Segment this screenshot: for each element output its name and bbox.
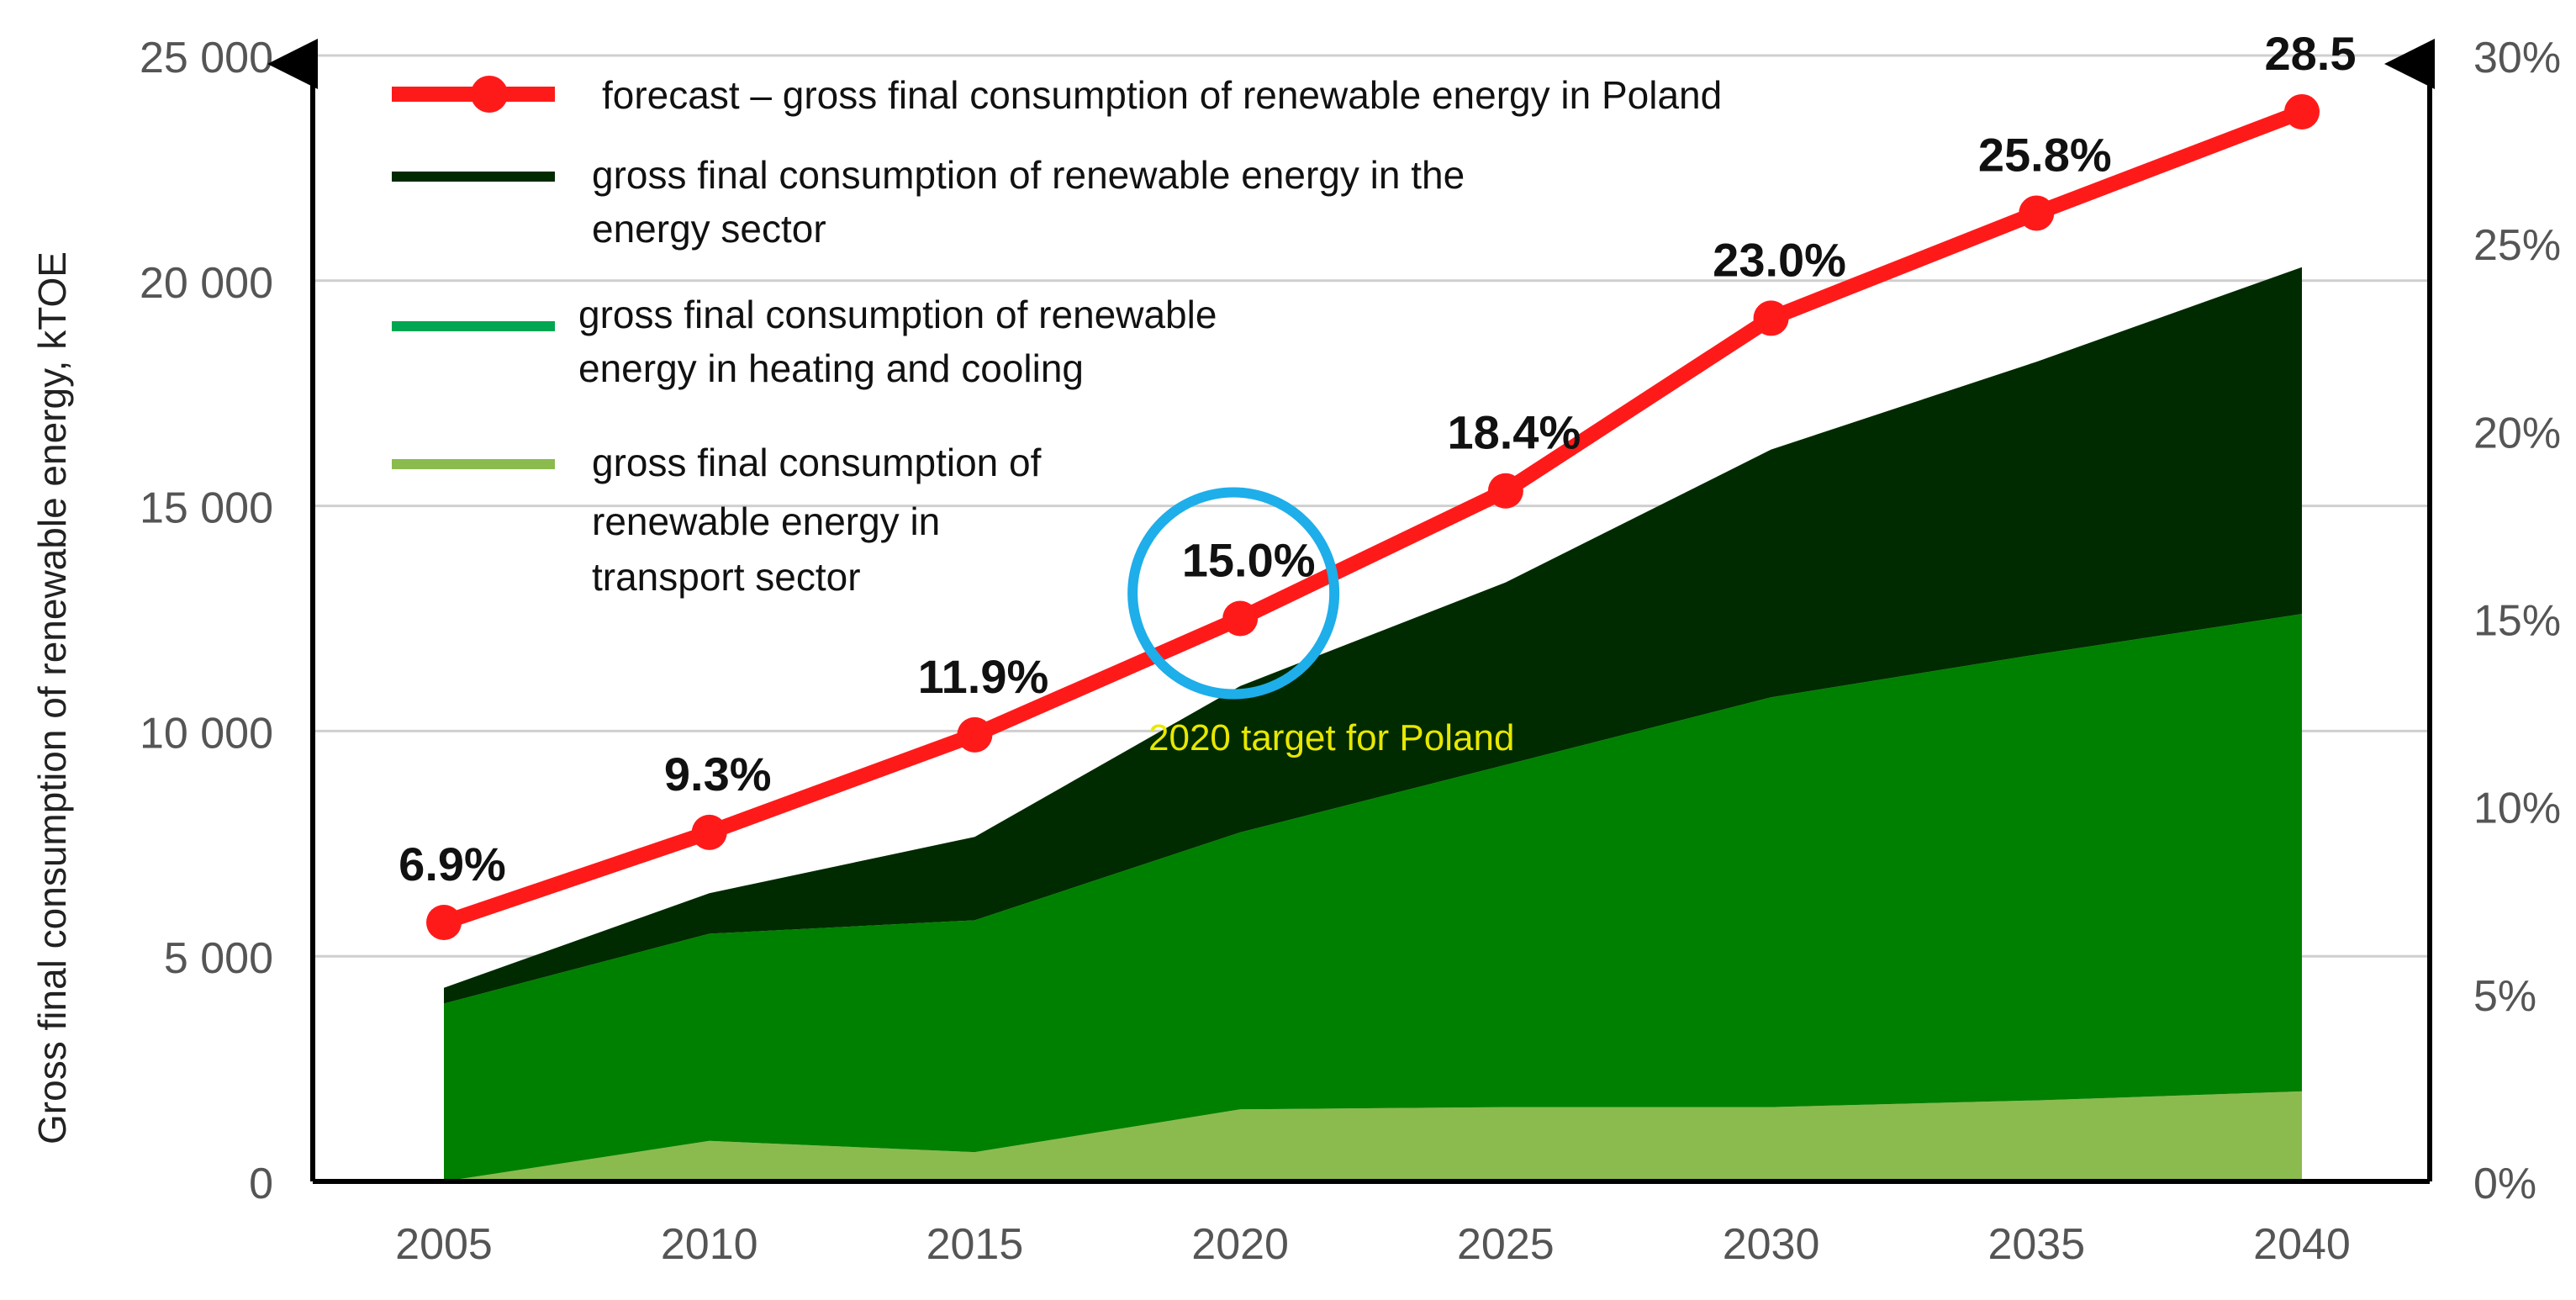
legend-label: gross final consumption of [592,441,1042,484]
x-tick-label: 2040 [2253,1220,2351,1269]
forecast-point [1753,300,1789,336]
x-tick-label: 2010 [661,1220,758,1269]
forecast-point [2284,93,2320,129]
legend-label: transport sector [592,555,861,599]
legend-label: renewable energy in [592,499,940,543]
legend-label: gross final consumption of renewable [578,293,1217,336]
x-tick-label: 2020 [1191,1220,1289,1269]
y2-tick-label: 0% [2473,1160,2536,1208]
data-label: 18.4% [1447,406,1581,459]
x-tick-label: 2035 [1987,1220,2085,1269]
data-label: 28.5 [2265,27,2357,80]
forecast-point [691,814,727,850]
x-tick-label: 2005 [395,1220,493,1269]
area-series-3 [444,267,2302,1004]
data-label: 15.0% [1182,534,1316,587]
legend-label: gross final consumption of renewable ene… [592,153,1465,197]
legend-label: energy in heating and cooling [578,346,1084,390]
target-circle [1127,487,1340,700]
data-label: 11.9% [918,650,1049,703]
legend-label: forecast – gross final consumption of re… [602,73,1722,117]
y2-tick-label: 25% [2473,221,2561,270]
legend-label: energy sector [592,207,826,251]
axes: 0 5 000 10 000 15 000 20 000 25 000 0% 5% 10% 15%… [140,34,2561,1269]
y-tick-label: 0 [249,1160,273,1208]
x-tick-label: 2015 [926,1220,1024,1269]
data-label: 6.9% [399,838,506,890]
forecast-point [426,905,462,941]
y-axis-title: Gross final consumption of renewable ene… [30,251,74,1144]
y2-tick-label: 30% [2473,34,2561,82]
data-label: 25.8% [1978,128,2112,181]
legend: forecast – gross final consumption of re… [392,73,1722,599]
y2-tick-label: 20% [2473,409,2561,457]
y-tick-label: 25 000 [140,34,273,82]
forecast-line-layer: 6.9% 9.3% 11.9% 15.0% 18.4% 23.0% 25.8% 28.5 [399,27,2357,941]
y2-tick-label: 5% [2473,972,2536,1021]
area-series-1 [444,1091,2302,1181]
data-label: 23.0% [1713,233,1846,286]
x-tick-label: 2030 [1723,1220,1820,1269]
annotation-text: 2020 target for Poland [1148,717,1514,758]
data-label: 9.3% [664,748,772,801]
forecast-line [436,103,2309,931]
forecast-point [957,716,993,753]
forecast-point [1222,600,1259,637]
annotation-layer: 2020 target for Poland [1127,487,1514,758]
y-tick-label: 5 000 [164,934,273,983]
y-tick-label: 20 000 [140,259,273,308]
x-tick-label: 2025 [1457,1220,1555,1269]
area-series-2 [444,614,2302,1181]
legend-marker [471,76,508,113]
y-tick-label: 15 000 [140,484,273,533]
area-layer [444,267,2302,1181]
y2-tick-label: 15% [2473,597,2561,646]
forecast-point [2019,195,2055,231]
y-tick-label: 10 000 [140,709,273,758]
forecast-point [1487,473,1523,509]
y2-tick-label: 10% [2473,785,2561,833]
